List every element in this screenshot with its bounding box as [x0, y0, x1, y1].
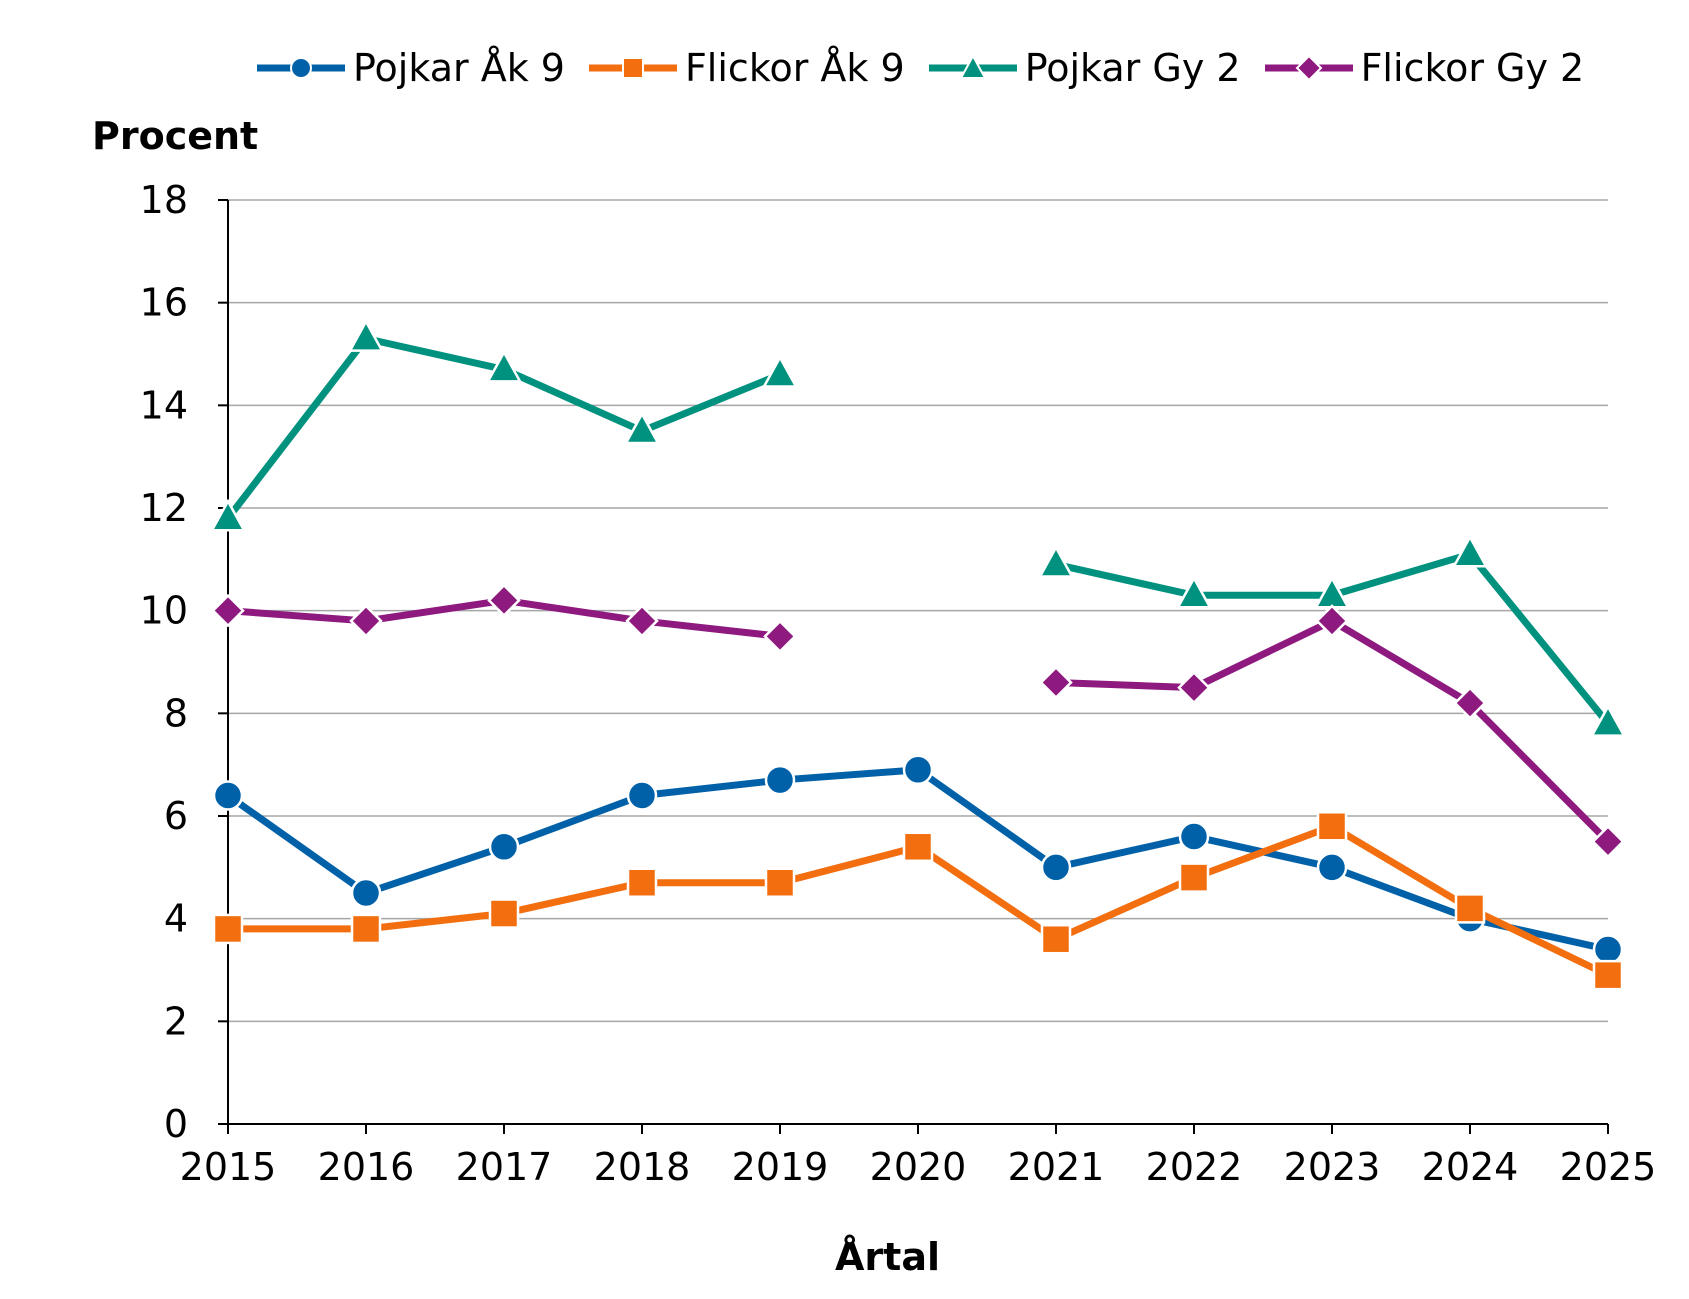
data-point-square: [1040, 923, 1072, 955]
legend-swatch-circle-icon: [257, 57, 345, 79]
data-point-square: [1178, 862, 1210, 893]
legend-label: Flickor Åk 9: [684, 46, 905, 90]
legend-label: Pojkar Åk 9: [353, 46, 565, 90]
data-point-circle: [764, 764, 796, 796]
x-tick-label: 2021: [1008, 1145, 1105, 1189]
x-tick-label: 2024: [1422, 1145, 1519, 1189]
data-point-circle: [488, 831, 520, 863]
x-axis-title: Årtal: [835, 1235, 940, 1279]
data-point-square: [212, 913, 244, 945]
legend-label: Pojkar Gy 2: [1024, 46, 1241, 90]
x-tick-label: 2022: [1146, 1145, 1243, 1189]
x-tick-label: 2023: [1284, 1145, 1381, 1189]
data-point-circle: [212, 780, 244, 811]
data-point-diamond: [349, 604, 383, 638]
legend-label: Flickor Gy 2: [1360, 46, 1585, 90]
data-point-square: [1316, 811, 1348, 842]
y-tick-label: 6: [164, 794, 188, 838]
x-tick-label: 2018: [594, 1145, 691, 1189]
legend-swatch-square-icon: [588, 57, 677, 79]
legend-item-pojkar-gy2: Pojkar Gy 2: [927, 46, 1241, 90]
legend: Pojkar Åk 9 Flickor Åk 9 Pojkar Gy 2 Fli…: [255, 46, 1606, 90]
data-point-diamond: [1453, 686, 1487, 720]
x-tick-label: 2015: [180, 1145, 277, 1189]
y-tick-label: 16: [140, 281, 188, 325]
data-point-triangle: [1589, 704, 1627, 737]
y-tick-label: 14: [140, 383, 188, 427]
data-point-circle: [350, 877, 382, 909]
data-point-square: [764, 867, 796, 898]
y-axis-title: Procent: [92, 114, 259, 158]
y-tick-label: 2: [164, 999, 188, 1043]
y-tick-label: 18: [140, 178, 188, 222]
data-point-circle: [902, 754, 934, 786]
data-point-diamond: [1591, 824, 1625, 859]
data-point-triangle: [347, 319, 385, 352]
legend-swatch-diamond-icon: [1264, 54, 1353, 82]
x-tick-label: 2025: [1560, 1145, 1657, 1189]
data-point-triangle: [485, 349, 523, 383]
y-tick-label: 10: [140, 589, 188, 633]
y-tick-label: 12: [140, 486, 188, 530]
data-point-circle: [1316, 852, 1348, 883]
x-tick-label: 2017: [456, 1145, 553, 1189]
data-point-square: [488, 898, 520, 929]
data-point-diamond: [625, 604, 659, 638]
y-tick-label: 8: [164, 691, 188, 735]
legend-item-flickor-ak9: Flickor Åk 9: [587, 46, 905, 90]
data-point-circle: [1178, 821, 1210, 852]
data-point-square: [626, 867, 658, 898]
data-point-triangle: [1175, 575, 1213, 609]
y-tick-label: 4: [164, 897, 188, 941]
data-point-square: [1454, 893, 1486, 924]
data-point-diamond: [211, 593, 245, 628]
data-point-square: [1592, 959, 1624, 991]
data-point-diamond: [487, 583, 521, 618]
series-line: [1052, 617, 1612, 846]
x-tick-label: 2019: [732, 1145, 829, 1189]
legend-swatch-triangle-icon: [928, 53, 1017, 79]
x-tick-label: 2016: [318, 1145, 415, 1189]
data-point-square: [902, 831, 934, 863]
data-point-triangle: [623, 411, 661, 445]
data-point-diamond: [1315, 604, 1349, 638]
legend-item-flickor-gy2: Flickor Gy 2: [1263, 46, 1585, 90]
data-point-triangle: [1451, 534, 1489, 568]
data-point-circle: [626, 780, 658, 811]
data-point-diamond: [763, 619, 797, 654]
data-point-circle: [1592, 934, 1624, 965]
data-point-triangle: [1037, 544, 1075, 578]
data-point-triangle: [761, 354, 799, 388]
x-tick-label: 2020: [870, 1145, 967, 1189]
data-point-diamond: [1177, 670, 1211, 705]
data-point-circle: [1040, 852, 1072, 883]
legend-item-pojkar-ak9: Pojkar Åk 9: [255, 46, 565, 90]
data-point-triangle: [209, 498, 247, 532]
data-point-diamond: [1039, 665, 1073, 700]
y-tick-label: 0: [164, 1102, 188, 1146]
data-point-square: [350, 913, 382, 945]
